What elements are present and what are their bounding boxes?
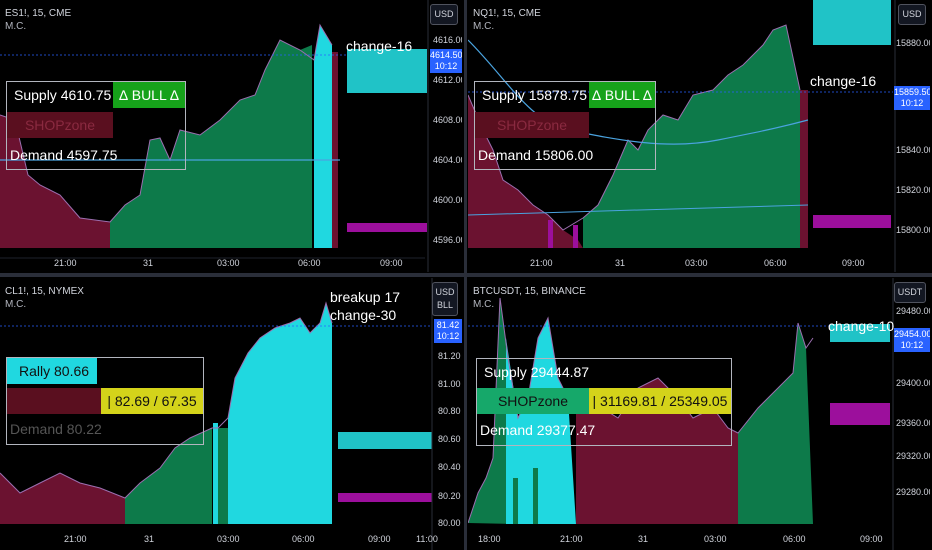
- supply-row: Supply 15878.75: [482, 87, 588, 103]
- info-panel: Supply 29444.87 SHOPzone | 31169.81 / 25…: [476, 358, 732, 446]
- btc-bull-area-2: [738, 323, 813, 524]
- btc-bear-area: [576, 378, 738, 524]
- nq-moving-average: [468, 39, 809, 145]
- shopzone-row: SHOPzone: [7, 112, 113, 138]
- chart-pane-es[interactable]: ES1!, 15, CME M.C. USD 4616.00 4612.00 4…: [0, 0, 462, 272]
- cl-chart-svg: [0, 278, 433, 550]
- btc-supply-zone: [830, 324, 890, 342]
- cl-bull-bar: [218, 428, 228, 524]
- btc-bull-bar: [513, 478, 518, 524]
- currency-button[interactable]: USD: [430, 4, 458, 25]
- cl-bull-area: [125, 428, 212, 524]
- indicator-name: M.C.: [5, 299, 27, 310]
- es-bull-area: [110, 40, 312, 248]
- cl-demand-zone: [338, 493, 432, 502]
- nq-trend-line: [468, 204, 809, 216]
- supply-row: Supply 29444.87: [484, 364, 590, 380]
- demand-row: Demand 15806.00: [478, 147, 594, 163]
- info-panel: Supply 15878.75 ∆ BULL ∆ SHOPzone Demand…: [474, 81, 656, 170]
- change-label: change-30: [330, 307, 397, 323]
- bear-cell: [7, 388, 101, 414]
- nq-chart-svg: [468, 0, 896, 272]
- indicator-name: M.C.: [473, 21, 495, 32]
- btc-bull-area: [468, 298, 516, 524]
- breakup-label: breakup 17: [330, 289, 401, 305]
- es-demand-zone: [347, 223, 427, 232]
- currency-button[interactable]: USD: [898, 4, 926, 25]
- symbol-title: NQ1!, 15, CME: [473, 8, 541, 19]
- es-bear-bar: [332, 52, 338, 248]
- indicator-name: M.C.: [473, 299, 495, 310]
- nq-magenta-bar: [573, 225, 578, 248]
- indicator-name: M.C.: [5, 21, 27, 32]
- bull-signal: ∆ BULL ∆: [589, 82, 655, 108]
- nq-magenta-bar: [548, 220, 553, 248]
- btc-zone-area: [506, 318, 576, 524]
- price-tag: 29454.00 10:12: [894, 328, 930, 352]
- bull-signal: ∆ BULL ∆: [113, 82, 185, 108]
- cl-rally-bar: [213, 423, 218, 524]
- symbol-title: BTCUSDT, 15, BINANCE: [473, 286, 586, 297]
- change-label: change-16: [810, 73, 877, 89]
- ratio-row: | 31169.81 / 25349.05: [589, 388, 731, 414]
- symbol-title: CL1!, 15, NYMEX: [5, 286, 84, 297]
- btc-demand-zone: [830, 403, 890, 425]
- ratio-row: | 82.69 / 67.35: [101, 388, 203, 414]
- nq-demand-zone: [813, 215, 891, 228]
- rally-row: Rally 80.66: [7, 358, 97, 384]
- shopzone-row: SHOPzone: [477, 388, 589, 414]
- es-supply-zone: [347, 49, 427, 93]
- nq-bear-area: [468, 95, 583, 248]
- change-label: change-10: [828, 318, 895, 334]
- currency-button[interactable]: USD BLL: [432, 282, 458, 316]
- price-tag: 15859.50 10:12: [894, 86, 930, 110]
- cl-bear-area: [0, 473, 125, 524]
- shopzone-row: SHOPzone: [475, 112, 589, 138]
- info-panel: Supply 4610.75 ∆ BULL ∆ SHOPzone Demand …: [6, 81, 186, 170]
- nq-bull-area: [583, 25, 800, 248]
- cl-rally-area: [228, 303, 332, 524]
- supply-row: Supply 4610.75: [14, 87, 112, 103]
- demand-row: Demand 29377.47: [480, 422, 596, 438]
- change-label: change-16: [346, 38, 413, 54]
- btc-chart-svg: [468, 278, 894, 550]
- currency-button[interactable]: USDT: [894, 282, 926, 303]
- btc-bull-bar: [533, 468, 538, 524]
- symbol-title: ES1!, 15, CME: [5, 8, 72, 19]
- chart-pane-nq[interactable]: NQ1!, 15, CME M.C. USD 15880.00 15840.00…: [468, 0, 930, 272]
- price-tag: 81.42 10:12: [434, 319, 462, 343]
- es-chart-svg: [0, 0, 429, 272]
- cl-supply-zone: [338, 432, 432, 449]
- horizontal-divider[interactable]: [0, 273, 932, 277]
- chart-pane-cl[interactable]: CL1!, 15, NYMEX M.C. USD BLL 81.20 81.00 …: [0, 278, 462, 550]
- demand-row: Demand 80.22: [10, 421, 102, 437]
- nq-supply-zone: [813, 0, 891, 45]
- es-bear-area: [0, 115, 110, 248]
- demand-row: Demand 4597.75: [10, 147, 118, 163]
- price-tag: 4614.50 10:12: [430, 49, 462, 73]
- chart-pane-btc[interactable]: BTCUSDT, 15, BINANCE M.C. USDT 29480.00 …: [468, 278, 930, 550]
- nq-bear-bar: [800, 90, 808, 248]
- nq-price-line: [468, 24, 801, 231]
- cl-price-line: [0, 301, 333, 499]
- info-panel: Rally 80.66 | 82.69 / 67.35 Demand 80.22: [6, 357, 204, 445]
- es-breakout-area: [314, 25, 332, 248]
